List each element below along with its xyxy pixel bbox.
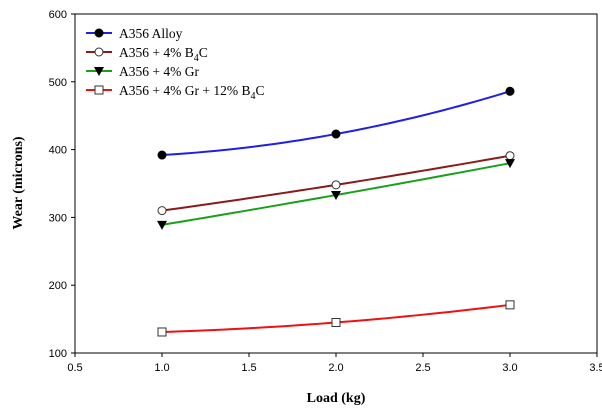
legend-item: A356 + 4% B4C bbox=[86, 45, 208, 64]
series-layer bbox=[157, 86, 515, 337]
legend-label: A356 + 4% Gr + 12% B4C bbox=[119, 83, 264, 102]
legend-marker bbox=[94, 28, 104, 38]
data-point bbox=[505, 159, 515, 169]
y-tick-label: 300 bbox=[49, 212, 67, 224]
data-point bbox=[331, 191, 341, 201]
axis-ticks: 0.5 1.0 1.5 2.0 2.5 3.0 3.5 100 200 300 400 500 600 bbox=[49, 9, 602, 374]
legend-label: A356 + 4% Gr bbox=[119, 64, 199, 79]
legend-item: A356 + 4% Gr + 12% B4C bbox=[86, 83, 264, 102]
legend-item: A356 Alloy bbox=[86, 26, 183, 41]
y-tick-label: 600 bbox=[49, 9, 67, 21]
x-tick-label: 1.0 bbox=[154, 362, 169, 374]
x-tick-label: 3.0 bbox=[502, 362, 517, 374]
legend-label: A356 Alloy bbox=[119, 26, 183, 41]
series-2 bbox=[157, 151, 515, 216]
x-tick-label: 2.5 bbox=[415, 362, 430, 374]
legend-label: A356 + 4% B4C bbox=[119, 45, 208, 64]
x-tick-label: 2.0 bbox=[328, 362, 343, 374]
legend-marker bbox=[94, 47, 104, 57]
data-point bbox=[331, 317, 341, 327]
x-tick-label: 1.5 bbox=[241, 362, 256, 374]
x-tick-label: 3.5 bbox=[589, 362, 602, 374]
legend-marker bbox=[94, 85, 104, 95]
x-tick-label: 0.5 bbox=[67, 362, 82, 374]
data-point bbox=[157, 206, 167, 216]
data-point bbox=[505, 86, 515, 96]
data-point bbox=[505, 300, 515, 310]
data-point bbox=[331, 129, 341, 139]
x-axis-title: Load (kg) bbox=[307, 391, 366, 406]
series-4 bbox=[157, 300, 515, 337]
series-3 bbox=[157, 159, 515, 230]
y-tick-label: 200 bbox=[49, 280, 67, 292]
data-point bbox=[157, 150, 167, 160]
series-1 bbox=[157, 86, 515, 160]
y-axis-title: Wear (microns) bbox=[11, 136, 26, 230]
y-tick-label: 500 bbox=[49, 77, 67, 89]
y-tick-label: 400 bbox=[49, 145, 67, 157]
data-point bbox=[157, 220, 167, 230]
data-point bbox=[505, 151, 515, 161]
data-point bbox=[157, 327, 167, 337]
legend-item: A356 + 4% Gr bbox=[86, 64, 199, 79]
legend-marker bbox=[94, 67, 104, 76]
series-line bbox=[161, 90, 511, 157]
data-point bbox=[331, 180, 341, 190]
y-tick-label: 100 bbox=[49, 348, 67, 360]
